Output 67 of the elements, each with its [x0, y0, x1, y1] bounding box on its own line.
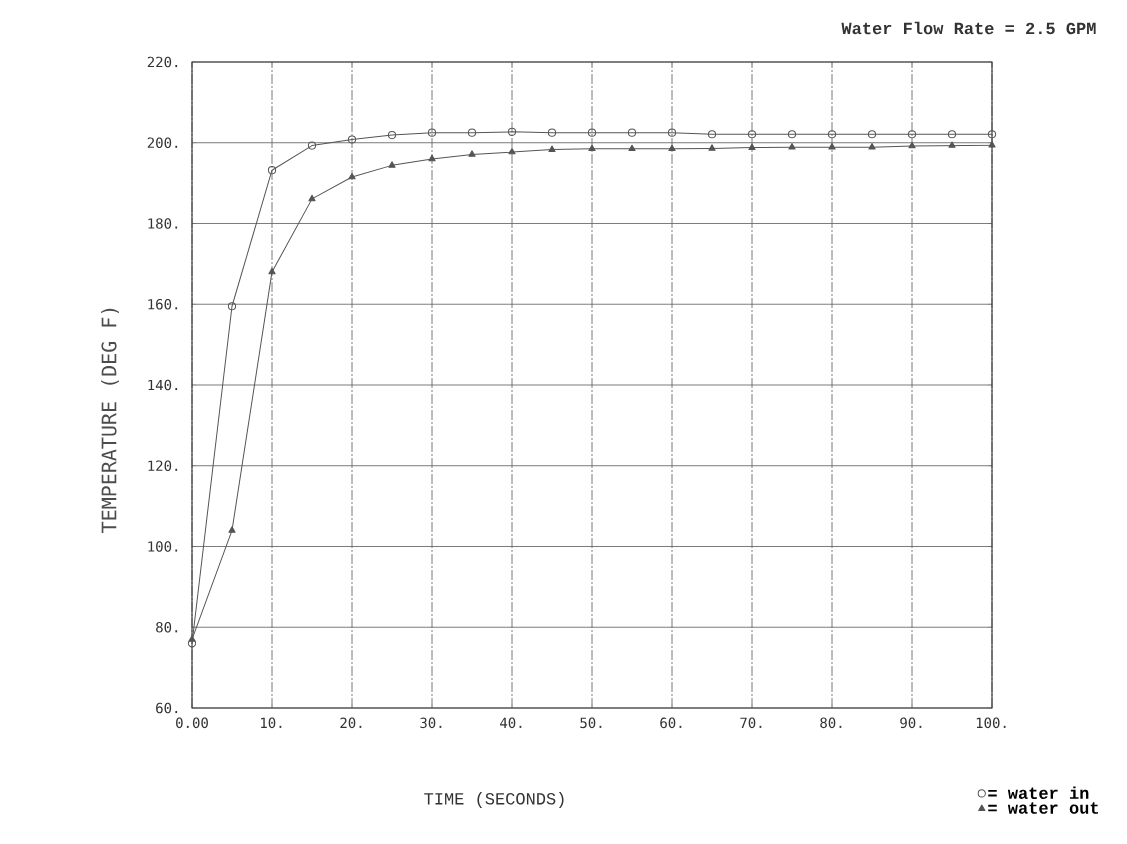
point: [428, 154, 436, 162]
point: [628, 144, 636, 152]
y-axis-title: TEMPERATURE (DEG F): [101, 308, 119, 533]
point: [508, 147, 516, 155]
x-tick-label: 70.: [740, 717, 762, 729]
y-tick-label: 120.: [148, 460, 178, 472]
y-tick-label: 100.: [148, 541, 178, 552]
x-tick-label: 10.: [261, 717, 282, 729]
y-tick-label: 80.: [156, 621, 178, 633]
point: [947, 130, 957, 139]
legend-label: = water out: [988, 802, 1098, 814]
point: [988, 141, 996, 148]
point: [307, 141, 317, 150]
x-tick-label: 40.: [500, 717, 522, 729]
point: [587, 128, 597, 137]
x-tick-label: 50.: [580, 717, 602, 729]
x-tick-label: 100.: [976, 717, 1006, 729]
point: [308, 194, 316, 202]
point: [588, 144, 596, 152]
point: [387, 130, 397, 140]
point: [827, 130, 837, 139]
point: [507, 127, 517, 136]
point: [708, 144, 716, 151]
point: [547, 128, 557, 137]
point: [787, 130, 797, 139]
y-tick-label: 180.: [148, 218, 178, 229]
y-tick-label: 200.: [147, 137, 178, 149]
point: [188, 635, 196, 642]
y-tick-label: 140.: [148, 379, 178, 391]
point: [908, 141, 916, 149]
point: [987, 130, 997, 139]
point: [828, 143, 836, 150]
point: [467, 128, 477, 137]
x-tick-label: 90.: [900, 717, 922, 729]
x-tick-label: 60.: [660, 717, 682, 729]
x-axis-title: TIME (SECONDS): [424, 792, 564, 808]
x-tick-label: 30.: [420, 717, 442, 729]
y-tick-label: 60.: [156, 702, 178, 714]
x-tick-label: 80.: [820, 717, 842, 729]
point: [668, 144, 676, 152]
point: [388, 161, 396, 168]
point: [468, 150, 476, 157]
legend-label: = water in: [988, 786, 1089, 799]
point: [347, 135, 357, 144]
x-tick-label: 0.00: [176, 717, 208, 729]
point: [348, 172, 356, 180]
point: [748, 143, 756, 150]
point: [788, 143, 796, 150]
point: [907, 130, 917, 139]
point: [187, 639, 197, 648]
point: [627, 128, 637, 137]
x-tick-label: 20.: [340, 717, 362, 729]
point: [707, 130, 717, 139]
chart-title: Water Flow Rate = 2.5 GPM: [841, 21, 1096, 35]
point: [868, 143, 876, 150]
point: [268, 267, 276, 275]
point: [948, 141, 956, 148]
y-tick-label: 220.: [147, 56, 178, 68]
point: [548, 145, 556, 152]
point: [747, 130, 757, 139]
point: [267, 166, 277, 175]
point: [667, 128, 677, 137]
point: [867, 130, 877, 139]
point: [228, 526, 236, 533]
point: [227, 302, 237, 311]
point: [427, 128, 437, 137]
y-tick-label: 160.: [148, 298, 178, 310]
